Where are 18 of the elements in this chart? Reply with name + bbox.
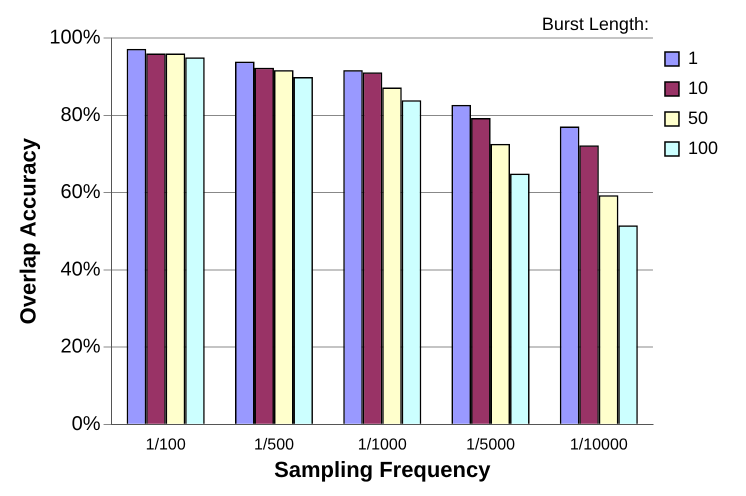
x-tick-label: 1/5000 (466, 436, 516, 454)
y-tick-label: 80% (60, 104, 101, 126)
legend-label: 10 (688, 78, 708, 98)
x-tick-label: 1/10000 (570, 436, 628, 454)
x-tick-label: 1/100 (146, 436, 186, 454)
x-tick-label: 1/1000 (358, 436, 407, 454)
y-tick-label: 40% (60, 258, 101, 280)
y-axis-title: Overlap Accuracy (15, 137, 40, 324)
legend-label: 1 (688, 48, 698, 68)
legend-label: 50 (688, 108, 708, 128)
y-tick-label: 100% (49, 26, 101, 49)
legend-label: 100 (688, 138, 718, 158)
legend-title: Burst Length: (542, 14, 649, 34)
x-tick-label: 1/500 (254, 436, 294, 454)
y-tick-label: 20% (60, 336, 101, 358)
y-tick-label: 0% (72, 412, 101, 435)
x-axis-title: Sampling Frequency (274, 456, 492, 482)
y-tick-label: 60% (60, 181, 101, 204)
